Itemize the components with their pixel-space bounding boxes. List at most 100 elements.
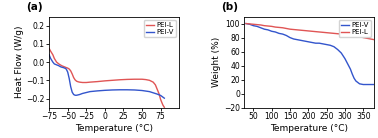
PEI-V <box>140 90 144 91</box>
Legend: PEI-V, PEI-L: PEI-V, PEI-L <box>339 20 371 37</box>
PEI-V <box>313 42 318 44</box>
PEI-V <box>57 65 61 67</box>
PEI-V <box>68 86 73 87</box>
PEI-L <box>244 23 248 24</box>
PEI-V <box>158 95 163 96</box>
PEI-V <box>346 65 351 66</box>
PEI-L <box>270 26 274 27</box>
PEI-V <box>284 35 288 36</box>
PEI-V <box>132 89 137 91</box>
PEI-V <box>162 97 167 99</box>
PEI-L <box>335 33 340 34</box>
PEI-V <box>244 23 248 24</box>
PEI-L <box>153 84 158 86</box>
PEI-V <box>80 93 85 94</box>
X-axis label: Temperature (°C): Temperature (°C) <box>270 124 348 133</box>
PEI-V <box>352 77 356 79</box>
PEI-L <box>64 67 68 68</box>
PEI-V <box>125 89 129 91</box>
PEI-V <box>155 93 159 95</box>
PEI-V <box>372 84 376 85</box>
PEI-V <box>368 84 373 85</box>
PEI-L <box>354 35 358 37</box>
PEI-L <box>162 106 167 108</box>
PEI-V <box>51 61 55 63</box>
PEI-V <box>270 30 274 32</box>
PEI-L <box>284 28 288 29</box>
Text: (b): (b) <box>221 2 238 12</box>
PEI-L <box>77 81 82 83</box>
PEI-V <box>118 89 122 91</box>
PEI-V <box>277 33 281 34</box>
PEI-V <box>266 29 270 31</box>
PEI-V <box>110 89 115 91</box>
PEI-V <box>321 43 325 45</box>
PEI-V <box>335 49 340 50</box>
PEI-L <box>151 81 155 83</box>
PEI-L <box>54 61 59 63</box>
PEI-V <box>350 73 355 75</box>
PEI-V <box>339 52 344 54</box>
PEI-L <box>332 33 336 34</box>
PEI-L <box>47 48 51 49</box>
PEI-L <box>321 31 325 33</box>
PEI-L <box>58 64 62 66</box>
PEI-L <box>57 63 61 65</box>
PEI-V <box>317 42 322 44</box>
PEI-L <box>291 29 296 30</box>
PEI-L <box>79 82 84 83</box>
PEI-L <box>372 39 376 41</box>
PEI-V <box>102 90 107 91</box>
PEI-L <box>339 33 344 35</box>
PEI-V <box>147 91 152 92</box>
PEI-V <box>306 41 311 43</box>
PEI-V <box>73 94 77 96</box>
PEI-V <box>259 27 263 29</box>
PEI-L <box>59 65 64 67</box>
PEI-L <box>259 24 263 26</box>
PEI-V <box>84 92 88 93</box>
PEI-L <box>368 38 373 40</box>
PEI-V <box>295 39 300 41</box>
PEI-L <box>288 28 292 30</box>
PEI-V <box>365 84 369 85</box>
PEI-L <box>342 34 347 36</box>
PEI-L <box>71 77 76 78</box>
Line: PEI-L: PEI-L <box>49 48 164 107</box>
PEI-L <box>140 78 144 80</box>
PEI-V <box>328 44 333 46</box>
PEI-V <box>52 63 57 65</box>
PEI-L <box>262 25 266 26</box>
PEI-L <box>147 79 152 81</box>
PEI-L <box>80 82 85 83</box>
PEI-L <box>84 82 88 83</box>
PEI-L <box>62 66 66 67</box>
PEI-L <box>280 27 285 29</box>
PEI-L <box>350 35 355 37</box>
PEI-L <box>67 68 71 70</box>
PEI-V <box>54 64 59 66</box>
PEI-L <box>48 50 53 52</box>
PEI-V <box>280 33 285 35</box>
PEI-V <box>67 78 71 79</box>
PEI-V <box>58 66 62 67</box>
PEI-V <box>77 94 82 95</box>
PEI-V <box>47 54 51 56</box>
PEI-L <box>295 29 300 31</box>
PEI-L <box>132 78 137 80</box>
Line: PEI-V: PEI-V <box>49 55 164 98</box>
PEI-L <box>74 80 79 82</box>
Y-axis label: Heat Flow (W/g): Heat Flow (W/g) <box>15 26 24 98</box>
PEI-V <box>61 67 65 68</box>
PEI-V <box>76 94 81 96</box>
PEI-L <box>88 81 92 83</box>
PEI-L <box>65 67 70 69</box>
PEI-V <box>291 38 296 40</box>
PEI-V <box>248 23 252 25</box>
PEI-L <box>157 93 161 95</box>
PEI-V <box>354 80 358 82</box>
PEI-V <box>310 42 314 43</box>
PEI-V <box>74 94 79 96</box>
PEI-V <box>288 37 292 38</box>
Line: PEI-L: PEI-L <box>246 24 374 40</box>
